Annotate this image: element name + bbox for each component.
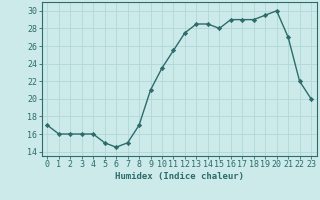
X-axis label: Humidex (Indice chaleur): Humidex (Indice chaleur) (115, 172, 244, 181)
